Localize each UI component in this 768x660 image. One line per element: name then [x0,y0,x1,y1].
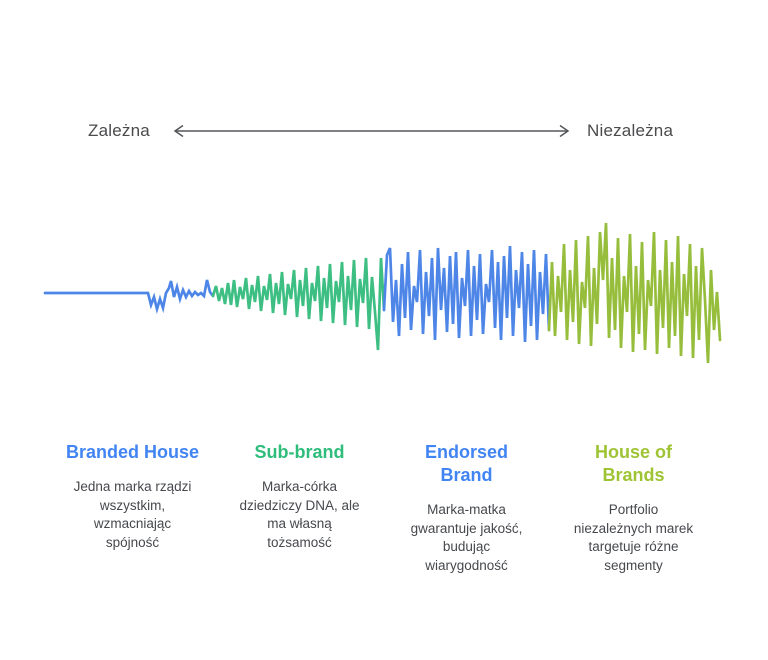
column-description-sub-brand: Marka-córka dziedziczy DNA, ale ma własn… [239,479,360,550]
column-title-sub-brand: Sub-brand [254,442,345,462]
column-house-of-brands: House of Brands Portfolio niezależnych m… [550,441,717,575]
column-branded-house: Branded House Jedna marka rządzi wszystk… [49,441,216,575]
wave-segment-house-of-brands [547,222,722,364]
legend-columns: Branded House Jedna marka rządzi wszystk… [49,441,717,575]
column-endorsed-brand: Endorsed Brand Marka-matka gwarantuje ja… [383,441,550,575]
column-title-house-of-brands: House of Brands [594,442,672,485]
column-title-endorsed-brand: Endorsed Brand [424,442,508,485]
column-description-house-of-brands: Portfolio niezależnych marek targetuje r… [573,502,694,573]
column-description-branded-house: Jedna marka rządzi wszystkim, wzmacniają… [73,479,192,550]
axis-label-independent: Niezależna [587,121,674,140]
column-sub-brand: Sub-brand Marka-córka dziedziczy DNA, al… [216,441,383,575]
column-description-endorsed-brand: Marka-matka gwarantuje jakość, budując w… [410,502,523,573]
column-title-branded-house: Branded House [65,442,200,462]
wave-segment-endorsed-brand [382,245,551,343]
wave-segment-sub-brand [211,257,386,351]
wave-segment-branded-house [43,279,215,315]
axis-label-dependent: Zależna [88,121,150,140]
double-arrow-icon [173,124,570,138]
